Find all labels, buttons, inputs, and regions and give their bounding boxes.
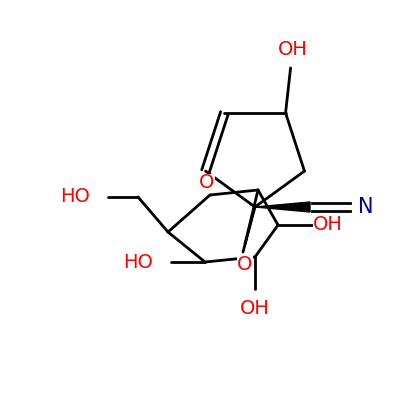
Text: OH: OH <box>278 40 308 60</box>
Text: OH: OH <box>313 216 343 234</box>
Text: O: O <box>237 254 253 274</box>
Text: HO: HO <box>60 188 90 206</box>
Text: HO: HO <box>123 252 153 272</box>
Text: N: N <box>358 197 374 217</box>
Text: O: O <box>199 174 215 192</box>
Polygon shape <box>255 202 310 212</box>
Text: OH: OH <box>240 300 270 318</box>
